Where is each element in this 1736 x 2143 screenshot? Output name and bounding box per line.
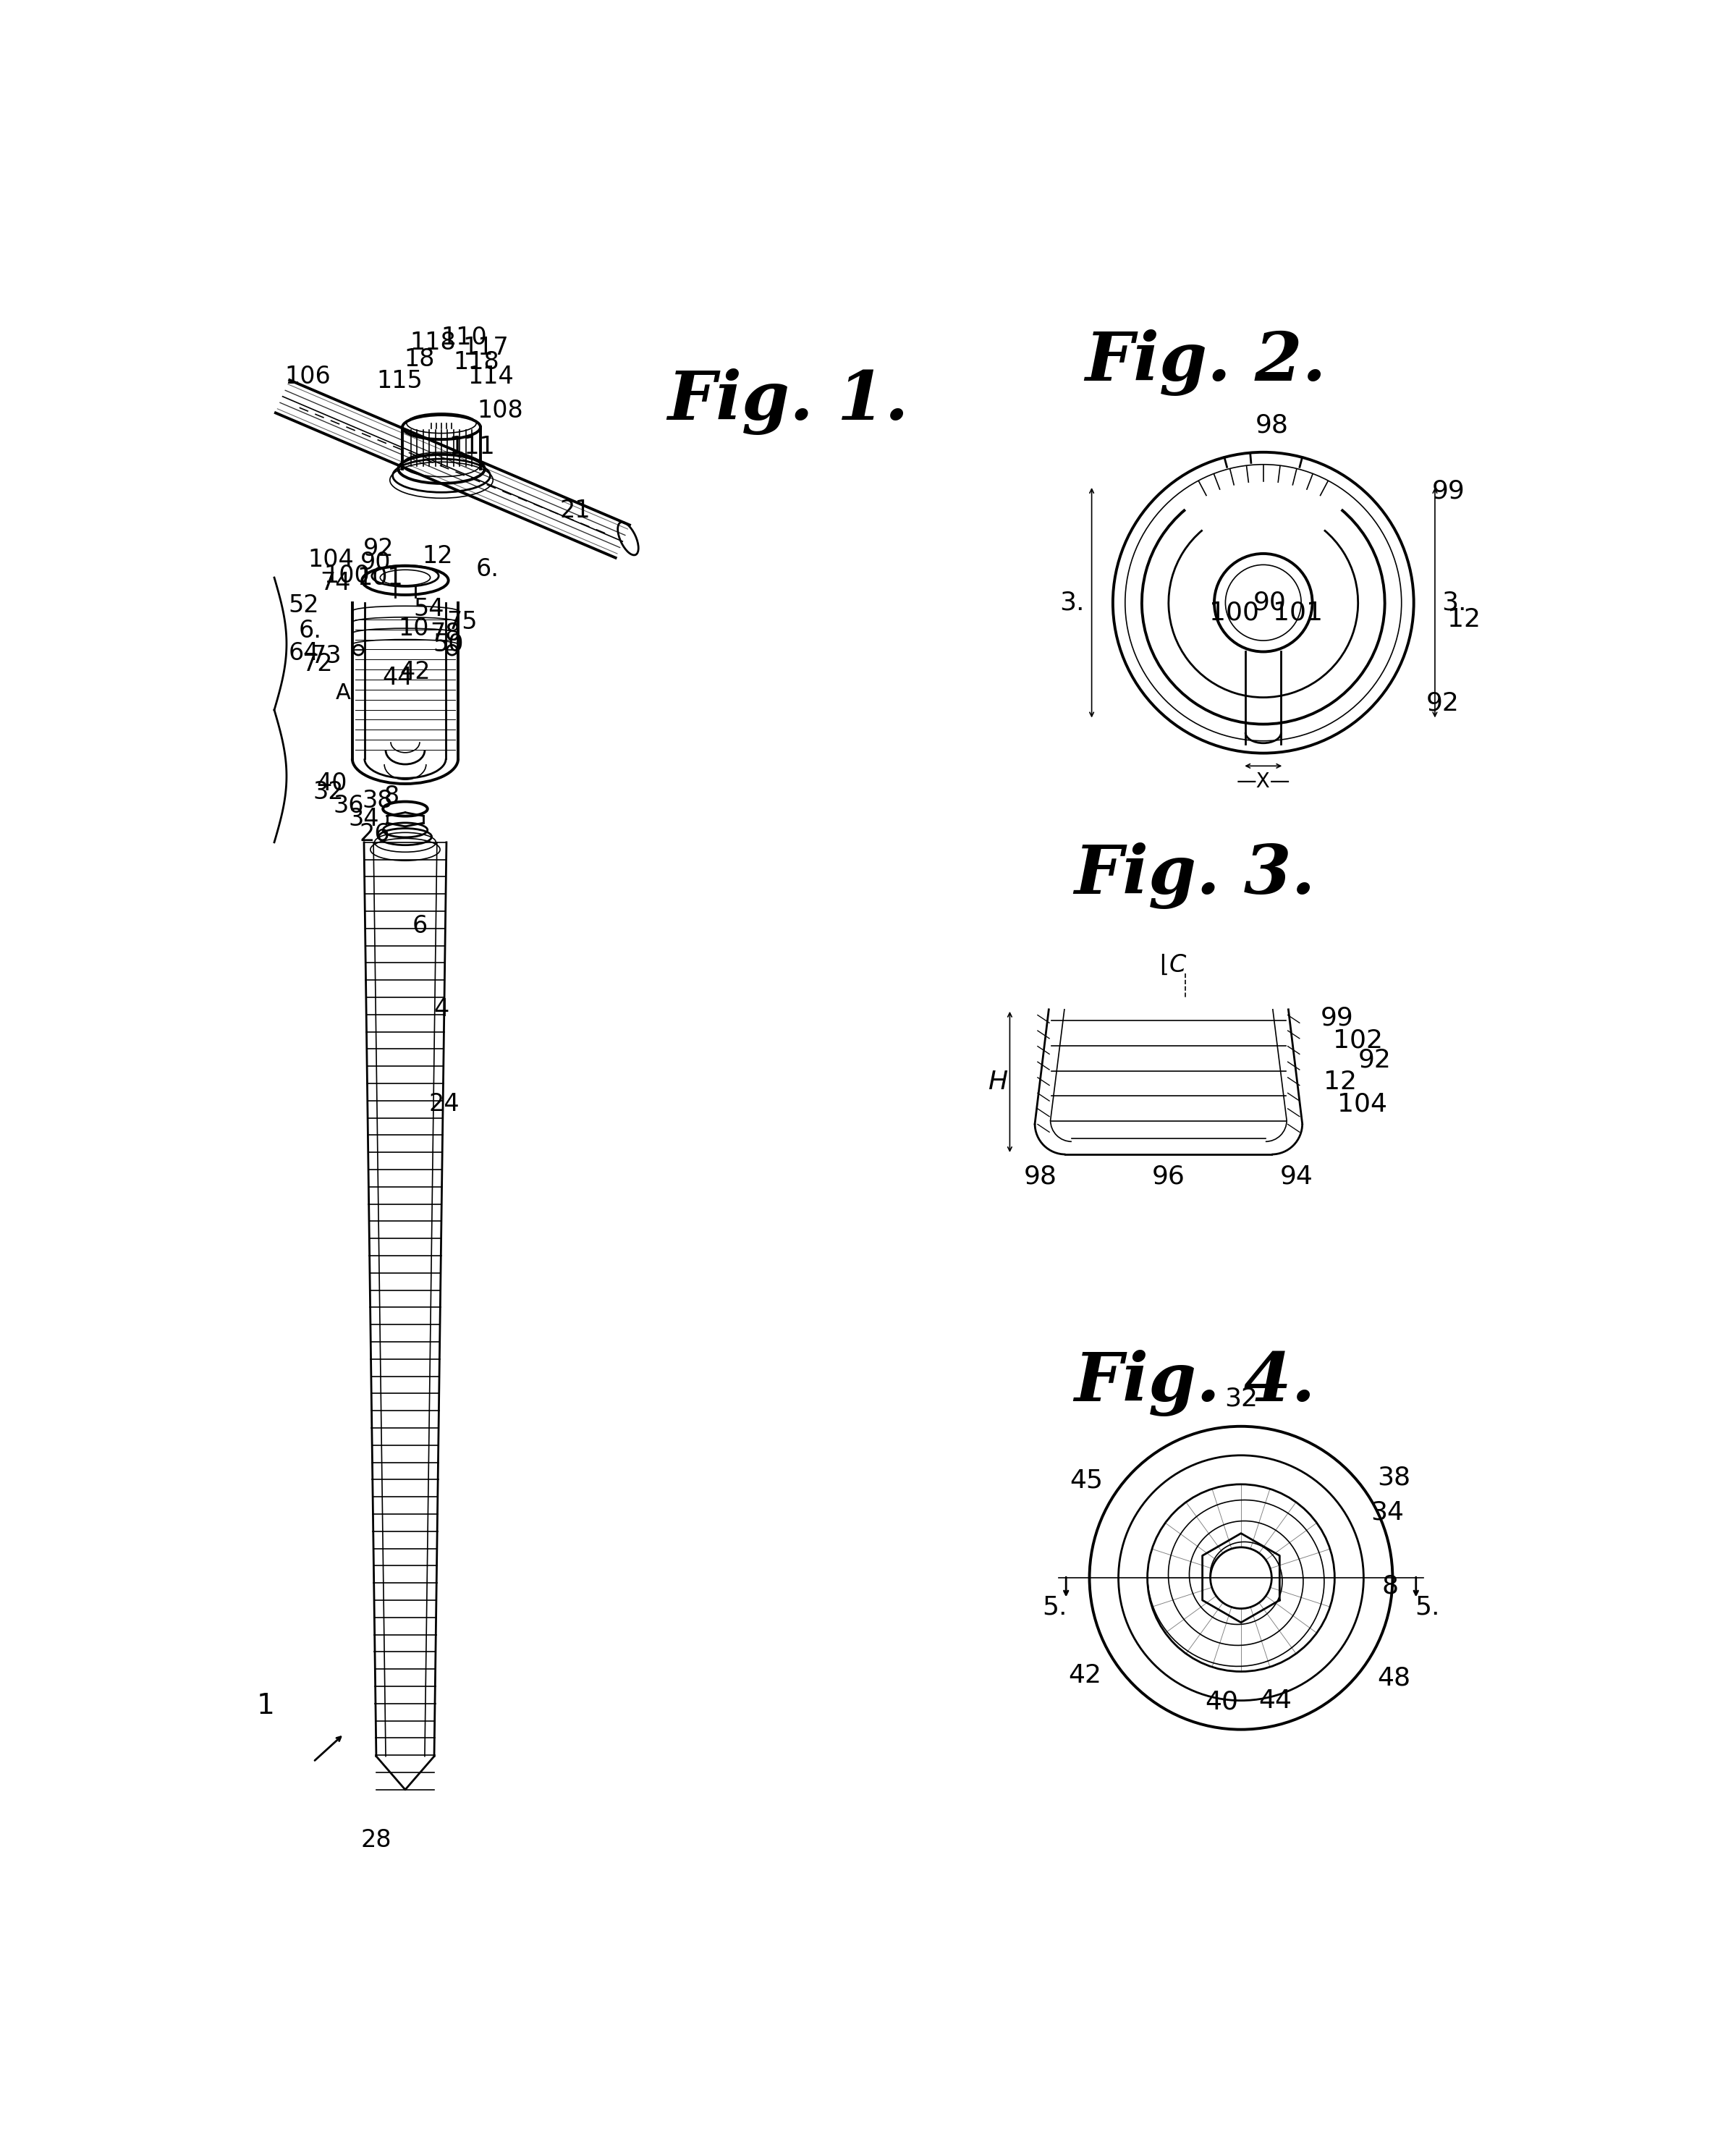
Text: 117: 117 bbox=[464, 336, 509, 360]
Text: 10: 10 bbox=[398, 617, 429, 641]
Text: 48: 48 bbox=[1378, 1665, 1411, 1691]
Text: 72: 72 bbox=[302, 651, 333, 675]
Text: 5.: 5. bbox=[1042, 1594, 1068, 1620]
Text: 24: 24 bbox=[429, 1093, 460, 1117]
Text: 101: 101 bbox=[358, 566, 403, 589]
Text: 36: 36 bbox=[333, 795, 365, 819]
Text: 38: 38 bbox=[363, 789, 392, 812]
Text: 78: 78 bbox=[431, 621, 460, 645]
Text: 96: 96 bbox=[1153, 1164, 1186, 1189]
Text: 40: 40 bbox=[316, 771, 347, 795]
Text: 90: 90 bbox=[1253, 589, 1286, 615]
Text: 4: 4 bbox=[434, 996, 450, 1022]
Text: 45: 45 bbox=[1069, 1468, 1102, 1494]
Text: 54: 54 bbox=[413, 598, 444, 621]
Text: 102: 102 bbox=[1333, 1029, 1384, 1052]
Text: 6.: 6. bbox=[476, 557, 500, 581]
Text: 74: 74 bbox=[319, 572, 351, 596]
Text: 21: 21 bbox=[559, 499, 590, 523]
Text: Fig. 4.: Fig. 4. bbox=[1075, 1350, 1316, 1417]
Text: 92: 92 bbox=[363, 538, 394, 561]
Text: 118: 118 bbox=[453, 349, 500, 373]
Text: 3.: 3. bbox=[1443, 589, 1467, 615]
Text: 1: 1 bbox=[257, 1693, 274, 1721]
Text: Fig. 3.: Fig. 3. bbox=[1075, 842, 1316, 909]
Text: 12: 12 bbox=[1448, 606, 1481, 632]
Text: 8: 8 bbox=[1382, 1573, 1399, 1599]
Text: 42: 42 bbox=[1068, 1663, 1102, 1689]
Text: $\lfloor$C: $\lfloor$C bbox=[1160, 954, 1187, 977]
Text: 38: 38 bbox=[1378, 1466, 1411, 1489]
Text: H: H bbox=[988, 1069, 1007, 1095]
Text: 26: 26 bbox=[359, 823, 391, 846]
Text: 12: 12 bbox=[422, 544, 453, 568]
Text: Fig. 2.: Fig. 2. bbox=[1085, 330, 1326, 396]
Text: 42: 42 bbox=[399, 660, 431, 684]
Text: 28: 28 bbox=[361, 1828, 392, 1852]
Text: 64: 64 bbox=[288, 641, 319, 664]
Text: 101: 101 bbox=[1272, 600, 1323, 626]
Text: 40: 40 bbox=[1205, 1691, 1238, 1714]
Text: 32: 32 bbox=[1224, 1387, 1257, 1410]
Text: 3.: 3. bbox=[1059, 589, 1085, 615]
Text: 92: 92 bbox=[1425, 690, 1460, 716]
Text: 8: 8 bbox=[384, 784, 399, 808]
Text: Fig. 1.: Fig. 1. bbox=[667, 369, 908, 435]
Text: 114: 114 bbox=[467, 364, 514, 388]
Text: 50: 50 bbox=[434, 632, 464, 656]
Text: 111: 111 bbox=[450, 435, 495, 459]
Text: 5.: 5. bbox=[1415, 1594, 1439, 1620]
Text: 90: 90 bbox=[361, 551, 391, 574]
Text: 118: 118 bbox=[410, 330, 457, 354]
Text: 98: 98 bbox=[1024, 1164, 1057, 1189]
Text: 52: 52 bbox=[288, 594, 319, 617]
Text: 44: 44 bbox=[382, 666, 413, 690]
Text: 6.: 6. bbox=[299, 619, 323, 643]
Text: A: A bbox=[335, 681, 351, 703]
Text: 99: 99 bbox=[1432, 478, 1465, 504]
Text: 104: 104 bbox=[307, 549, 354, 572]
Text: 75: 75 bbox=[446, 611, 477, 634]
Text: 110: 110 bbox=[441, 326, 486, 349]
Text: —X—: —X— bbox=[1236, 771, 1290, 791]
Text: 104: 104 bbox=[1337, 1093, 1387, 1117]
Text: 115: 115 bbox=[377, 369, 422, 392]
Text: 34: 34 bbox=[349, 808, 380, 831]
Text: 32: 32 bbox=[312, 780, 344, 804]
Text: 100: 100 bbox=[1210, 600, 1259, 626]
Text: 99: 99 bbox=[1321, 1005, 1354, 1031]
Text: 6: 6 bbox=[411, 913, 427, 939]
Text: 108: 108 bbox=[477, 399, 523, 422]
Text: 94: 94 bbox=[1279, 1164, 1314, 1189]
Text: 92: 92 bbox=[1358, 1048, 1391, 1072]
Text: 34: 34 bbox=[1371, 1500, 1404, 1524]
Text: 106: 106 bbox=[285, 364, 332, 388]
Text: 18: 18 bbox=[404, 347, 434, 371]
Text: 44: 44 bbox=[1259, 1689, 1292, 1712]
Text: 100: 100 bbox=[323, 564, 370, 587]
Text: 73: 73 bbox=[311, 645, 342, 669]
Text: 12: 12 bbox=[1323, 1069, 1358, 1095]
Text: 98: 98 bbox=[1255, 414, 1288, 437]
